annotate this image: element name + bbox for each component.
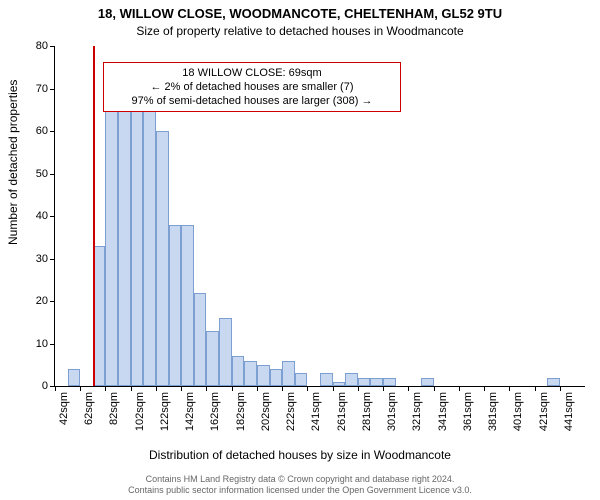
histogram-bar <box>118 101 131 386</box>
x-tick <box>333 386 334 391</box>
x-tick-label: 441sqm <box>563 392 575 431</box>
histogram-bar <box>345 373 358 386</box>
x-tick-label: 281sqm <box>361 392 373 431</box>
x-tick <box>383 386 384 391</box>
x-tick-label: 321sqm <box>411 392 423 431</box>
histogram-bar <box>156 131 169 386</box>
attribution-line-1: Contains HM Land Registry data © Crown c… <box>0 474 600 485</box>
annotation-line-2: ← 2% of detached houses are smaller (7) <box>110 80 394 94</box>
x-tick-label: 341sqm <box>437 392 449 431</box>
x-tick <box>131 386 132 391</box>
histogram-bar <box>421 378 434 387</box>
x-tick-label: 202sqm <box>260 392 272 431</box>
histogram-bar <box>219 318 232 386</box>
histogram-bar <box>244 361 257 387</box>
x-tick <box>535 386 536 391</box>
y-tick-label: 40 <box>36 210 48 222</box>
x-tick-label: 102sqm <box>134 392 146 431</box>
histogram-bar <box>206 331 219 386</box>
histogram-bar <box>68 369 81 386</box>
histogram-bar <box>370 378 383 387</box>
x-tick-label: 142sqm <box>184 392 196 431</box>
histogram-bar <box>232 356 245 386</box>
x-tick-label: 42sqm <box>58 392 70 425</box>
x-axis-label: Distribution of detached houses by size … <box>0 448 600 462</box>
histogram-bar <box>282 361 295 387</box>
x-tick-label: 62sqm <box>83 392 95 425</box>
annotation-line-3: 97% of semi-detached houses are larger (… <box>110 94 394 108</box>
x-tick-label: 162sqm <box>209 392 221 431</box>
histogram-bar <box>105 106 118 387</box>
histogram-bar <box>383 378 396 387</box>
histogram-bar <box>131 101 144 386</box>
x-tick <box>408 386 409 391</box>
annotation-box: 18 WILLOW CLOSE: 69sqm ← 2% of detached … <box>103 62 401 112</box>
y-axis-label: Number of detached properties <box>6 80 20 245</box>
x-tick <box>232 386 233 391</box>
x-tick-label: 82sqm <box>108 392 120 425</box>
x-tick-label: 222sqm <box>285 392 297 431</box>
y-tick <box>50 216 55 217</box>
x-tick <box>560 386 561 391</box>
histogram-bar <box>181 225 194 387</box>
histogram-bar <box>257 365 270 386</box>
x-tick <box>459 386 460 391</box>
x-tick <box>484 386 485 391</box>
x-tick <box>434 386 435 391</box>
y-tick <box>50 174 55 175</box>
x-tick-label: 401sqm <box>512 392 524 431</box>
y-tick-label: 20 <box>36 295 48 307</box>
plot-area: 0102030405060708042sqm62sqm82sqm102sqm12… <box>54 46 585 387</box>
histogram-bar <box>169 225 182 387</box>
x-tick <box>181 386 182 391</box>
histogram-bar <box>320 373 333 386</box>
x-tick-label: 122sqm <box>159 392 171 431</box>
y-tick-label: 0 <box>42 380 48 392</box>
attribution-line-2: Contains public sector information licen… <box>0 485 600 496</box>
histogram-bar <box>333 382 346 386</box>
x-tick <box>55 386 56 391</box>
x-tick <box>358 386 359 391</box>
y-tick-label: 50 <box>36 168 48 180</box>
y-tick-label: 80 <box>36 40 48 52</box>
histogram-bar <box>547 378 560 387</box>
histogram-bar <box>295 373 308 386</box>
y-tick <box>50 89 55 90</box>
chart-title: 18, WILLOW CLOSE, WOODMANCOTE, CHELTENHA… <box>0 6 600 21</box>
x-tick-label: 182sqm <box>235 392 247 431</box>
y-tick-label: 70 <box>36 83 48 95</box>
x-tick-label: 261sqm <box>336 392 348 431</box>
histogram-bar <box>358 378 371 387</box>
x-tick <box>509 386 510 391</box>
y-tick <box>50 259 55 260</box>
x-tick <box>206 386 207 391</box>
x-tick-label: 301sqm <box>386 392 398 431</box>
chart-container: 18, WILLOW CLOSE, WOODMANCOTE, CHELTENHA… <box>0 0 600 500</box>
x-tick <box>307 386 308 391</box>
attribution-text: Contains HM Land Registry data © Crown c… <box>0 474 600 496</box>
y-tick <box>50 131 55 132</box>
x-tick <box>80 386 81 391</box>
x-tick-label: 241sqm <box>310 392 322 431</box>
histogram-bar <box>143 110 156 386</box>
y-tick <box>50 344 55 345</box>
x-tick <box>282 386 283 391</box>
y-tick <box>50 301 55 302</box>
x-tick-label: 381sqm <box>487 392 499 431</box>
y-tick-label: 30 <box>36 253 48 265</box>
reference-line <box>93 46 95 386</box>
x-tick-label: 361sqm <box>462 392 474 431</box>
annotation-line-1: 18 WILLOW CLOSE: 69sqm <box>110 66 394 80</box>
y-tick-label: 10 <box>36 338 48 350</box>
x-tick-label: 421sqm <box>538 392 550 431</box>
chart-subtitle: Size of property relative to detached ho… <box>0 24 600 38</box>
x-tick <box>105 386 106 391</box>
x-tick <box>257 386 258 391</box>
y-tick-label: 60 <box>36 125 48 137</box>
x-tick <box>156 386 157 391</box>
histogram-bar <box>194 293 207 387</box>
y-tick <box>50 46 55 47</box>
histogram-bar <box>270 369 283 386</box>
